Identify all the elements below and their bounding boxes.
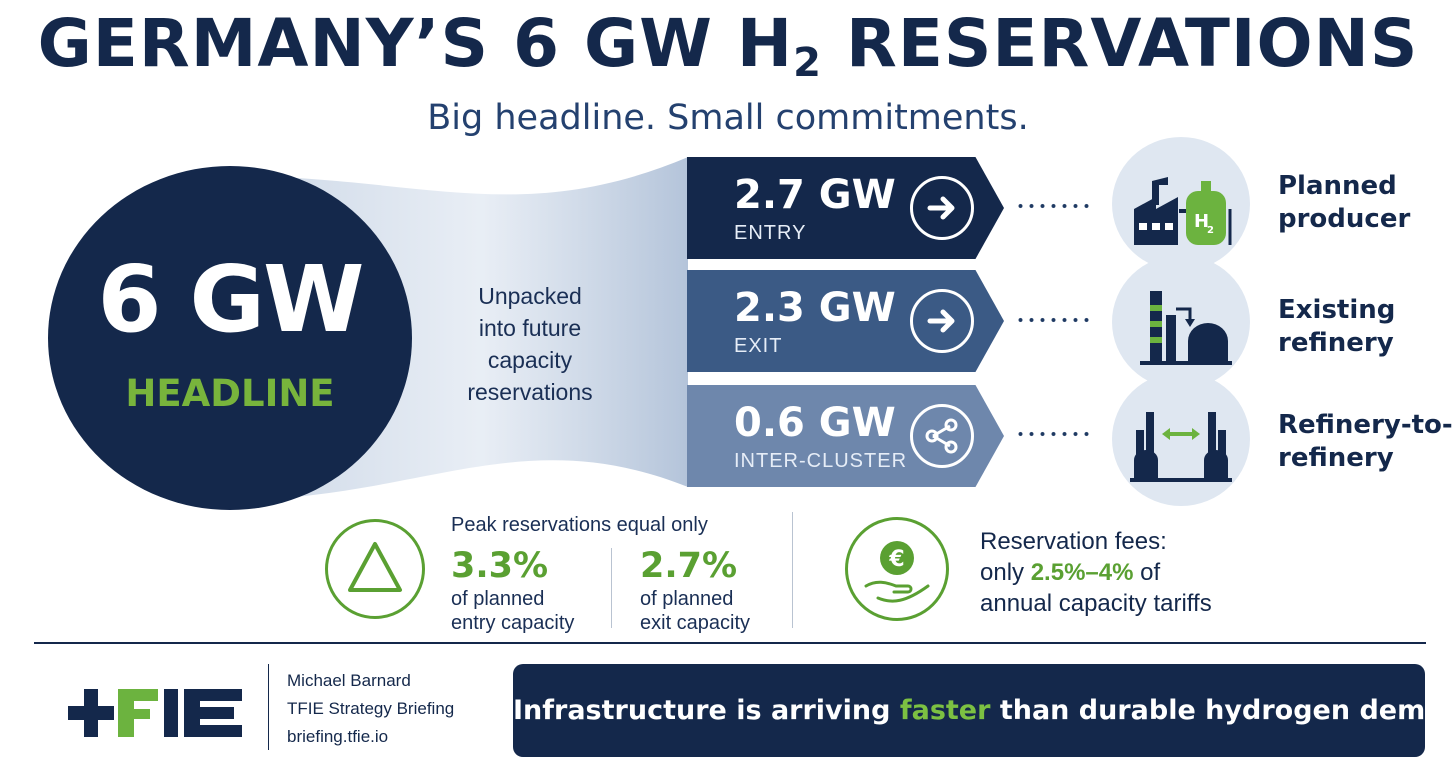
section-divider xyxy=(792,512,793,628)
refinery-to-refinery-icon xyxy=(1112,372,1250,506)
unpacked-line: capacity xyxy=(487,347,573,373)
hydrogen-factory-icon: H 2 xyxy=(1112,137,1250,271)
footer-rule xyxy=(34,642,1426,644)
arrow-right-icon xyxy=(910,176,974,240)
dotted-connector xyxy=(1015,315,1095,325)
reservation-fees-text: Reservation fees: only 2.5%–4% of annual… xyxy=(980,526,1212,619)
fees-range-line: only 2.5%–4% of xyxy=(980,559,1161,586)
fees-heading: Reservation fees: xyxy=(980,528,1167,555)
unpacked-line: reservations xyxy=(467,379,593,405)
entry-share-value: 3.3% xyxy=(451,546,549,586)
headline-label: HEADLINE xyxy=(125,372,335,415)
inter-cluster-value: 0.6 GW xyxy=(734,400,896,446)
title-subscript: 2 xyxy=(793,40,823,86)
author-block: Michael Barnard TFIE Strategy Briefing b… xyxy=(287,667,454,751)
facility-label-refinery-to-refinery: Refinery-to- refinery xyxy=(1278,410,1453,473)
fees-range-highlight: 2.5%–4% xyxy=(1030,559,1134,586)
fees-tail: annual capacity tariffs xyxy=(980,590,1212,617)
unpacked-line: into future xyxy=(478,315,582,341)
delta-triangle-icon xyxy=(325,519,425,619)
briefing-url[interactable]: briefing.tfie.io xyxy=(287,727,389,746)
svg-text:H: H xyxy=(1194,211,1209,232)
page-subtitle: Big headline. Small commitments. xyxy=(427,98,1029,138)
svg-text:€: € xyxy=(888,547,904,572)
exit-label: EXIT xyxy=(734,335,783,357)
conclusion-highlight: faster xyxy=(899,695,991,726)
entry-label: ENTRY xyxy=(734,222,807,244)
entry-band: 2.7 GW ENTRY xyxy=(687,157,1004,259)
inter-cluster-label: INTER-CLUSTER xyxy=(734,450,908,472)
facility-label-planned-producer: Planned producer xyxy=(1278,171,1411,234)
unpacked-line: Unpacked xyxy=(478,283,582,309)
stat-divider xyxy=(611,548,612,628)
arrow-right-icon xyxy=(910,289,974,353)
tfie-logo xyxy=(68,683,242,743)
exit-value: 2.3 GW xyxy=(734,285,896,331)
euro-hand-icon: € xyxy=(845,517,949,621)
dotted-connector xyxy=(1015,429,1095,439)
entry-value: 2.7 GW xyxy=(734,172,896,218)
footer-divider xyxy=(268,664,269,750)
exit-share-caption: of planned exit capacity xyxy=(640,588,751,634)
dotted-connector xyxy=(1015,201,1095,211)
peak-heading: Peak reservations equal only xyxy=(451,514,708,536)
exit-share-value: 2.7% xyxy=(640,546,738,586)
headline-value: 6 GW xyxy=(97,246,364,353)
unpacked-caption: Unpacked into future capacity reservatio… xyxy=(440,280,620,408)
page-title: GERMANY’S 6 GW H2 RESERVATIONS xyxy=(37,5,1419,86)
author-name: Michael Barnard xyxy=(287,671,411,690)
conclusion-text: Infrastructure is arriving faster than d… xyxy=(513,695,1456,726)
entry-share-caption: of planned entry capacity xyxy=(451,588,575,634)
conclusion-banner: Infrastructure is arriving faster than d… xyxy=(513,664,1456,757)
briefing-name: TFIE Strategy Briefing xyxy=(287,699,455,718)
facility-label-existing-refinery: Existing refinery xyxy=(1278,295,1396,358)
headline-circle xyxy=(48,166,412,510)
inter-cluster-band: 0.6 GW INTER-CLUSTER xyxy=(687,385,1004,487)
svg-text:2: 2 xyxy=(1207,225,1214,236)
share-network-icon xyxy=(910,404,974,468)
exit-band: 2.3 GW EXIT xyxy=(687,270,1004,372)
refinery-icon xyxy=(1112,255,1250,389)
